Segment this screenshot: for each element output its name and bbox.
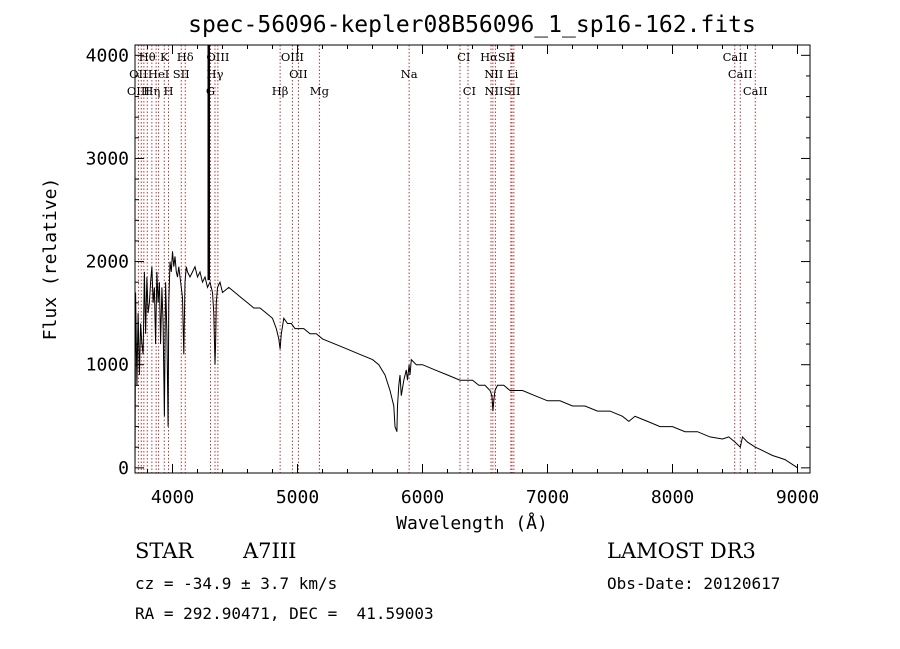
line-label: SII [173,67,190,81]
object-class: STAR [135,539,194,563]
line-label: NIISII [484,84,520,98]
line-label: K [160,50,169,64]
x-tick-label: 8000 [651,487,694,508]
line-label: Hη [143,84,160,98]
y-tick-label: 3000 [86,148,129,169]
x-tick-label: 9000 [776,487,819,508]
x-axis: 4000 5000 6000 7000 8000 9000 [147,45,819,508]
plot-frame [134,44,811,474]
line-label: HαSII [480,50,515,64]
x-tick-label: 7000 [526,487,569,508]
x-tick-label: 6000 [401,487,444,508]
spectrum-line [134,251,798,469]
survey-name: LAMOST DR3 [607,539,756,563]
x-axis-label: Wavelength (Å) [396,512,548,534]
line-label: CI [457,50,470,64]
y-axis: 0 1000 2000 3000 4000 [86,45,810,479]
y-tick-label: 4000 [86,45,129,66]
y-tick-label: 1000 [86,355,129,376]
line-label: Hδ [177,50,194,64]
line-label: Hγ [207,67,224,81]
line-label: CaII [723,50,748,64]
y-tick-label: 2000 [86,252,129,273]
redshift-velocity: cz = -34.9 ± 3.7 km/s [135,574,338,593]
x-tick-label: 5000 [276,487,319,508]
line-label: OIII [281,50,304,64]
line-label: CaII [743,84,768,98]
y-tick-label: 0 [118,458,129,479]
line-label: NII Li [484,67,518,81]
emission-line-markers [137,45,756,473]
line-label: Na [401,67,418,81]
coordinates: RA = 292.90471, DEC = 41.59003 [135,604,434,623]
line-label: OII [289,67,308,81]
line-label: OIII [127,84,150,98]
line-label: Hθ [139,50,156,64]
line-label: HeI [148,67,169,81]
line-label: OIII [206,50,229,64]
line-label: Mg [310,84,330,98]
chart-title: spec-56096-kepler08B56096_1_sp16-162.fit… [188,12,756,38]
observation-date: Obs-Date: 20120617 [607,574,781,593]
line-label: Hβ [272,84,289,98]
line-label: OII [129,67,148,81]
line-label: CI [463,84,476,98]
line-label: H [163,84,173,98]
y-axis-label: Flux (relative) [40,178,61,341]
line-label: CaII [728,67,753,81]
line-label: G [206,84,215,98]
x-tick-label: 4000 [151,487,194,508]
spectral-subclass: A7III [243,539,297,563]
